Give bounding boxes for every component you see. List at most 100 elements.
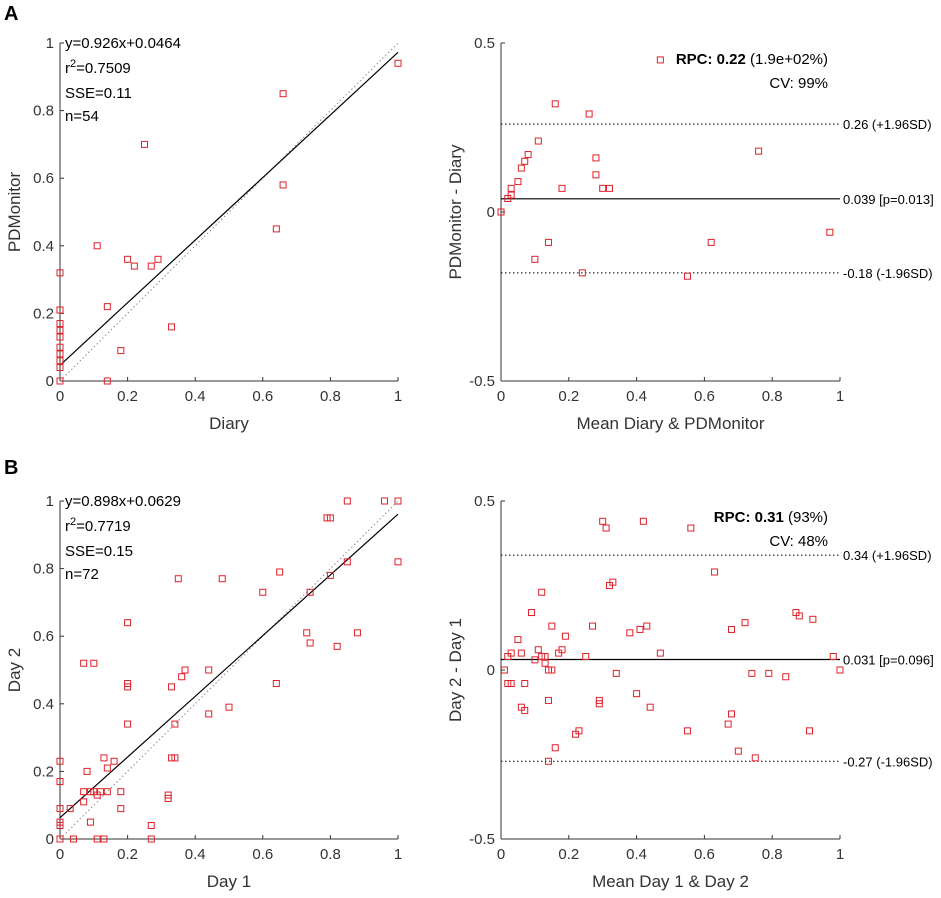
b-ba-point xyxy=(531,656,539,664)
a-scatter-point xyxy=(56,326,64,334)
a-ba-point xyxy=(707,238,715,246)
b-scatter-x-tick-label: 1 xyxy=(394,846,402,863)
b-ba-point xyxy=(602,524,610,532)
b-ba-x-tick-label: 0.8 xyxy=(762,846,783,863)
b-ba-point xyxy=(528,609,536,617)
b-ba-lower-loa-label: -0.27 (-1.96SD) xyxy=(843,754,933,769)
b-scatter-point xyxy=(117,788,125,796)
b-scatter-point xyxy=(164,791,172,799)
b-ba-point xyxy=(609,578,617,586)
a-fit-equation: y=0.926x+0.0464 xyxy=(65,35,181,52)
charts-layer: 0 0.2 0.4 0.6 0.8 1 0 0.2 0.4 0.6 0.8 1 Diary PDMonit… xyxy=(5,35,934,891)
b-ba-x-tick-label: 0 xyxy=(497,846,505,863)
b-scatter-point xyxy=(171,754,179,762)
b-scatter-point xyxy=(394,558,402,566)
a-scatter-y-label: PDMonitor xyxy=(5,172,24,253)
b-rpc: RPC: 0.31 (93%) xyxy=(714,509,828,526)
b-scatter-fit-line xyxy=(59,513,399,819)
panel-label-b: B xyxy=(4,457,18,479)
a-scatter-point xyxy=(56,306,64,314)
a-ba-point xyxy=(605,184,613,192)
b-scatter-point xyxy=(56,805,64,813)
a-ba-point xyxy=(578,269,586,277)
b-ba-point xyxy=(534,646,542,654)
b-ba-point xyxy=(595,696,603,704)
a-scatter-point xyxy=(272,225,280,233)
a-rpc-pct: (1.9e+02%) xyxy=(746,51,828,68)
b-ba-point xyxy=(551,744,559,752)
a-ba-point xyxy=(592,154,600,162)
b-ba-point xyxy=(538,588,546,596)
a-ba-point xyxy=(534,137,542,145)
a-scatter-point xyxy=(154,255,162,263)
b-scatter-annotations: y=0.898x+0.0629 r2=0.7719 SSE=0.15 n=72 xyxy=(65,493,181,583)
b-scatter-y-tick-label: 0.2 xyxy=(33,763,54,780)
a-ba-upper-loa-label: 0.26 (+1.96SD) xyxy=(843,117,932,132)
b-scatter-point xyxy=(103,788,111,796)
a-scatter-point xyxy=(56,333,64,341)
a-ba-point xyxy=(507,184,515,192)
b-scatter-point xyxy=(205,666,213,674)
b-ba-point xyxy=(541,659,549,667)
a-scatter-y-tick-label: 1 xyxy=(46,35,54,52)
a-ba-point xyxy=(517,164,525,172)
a-scatter-point xyxy=(56,363,64,371)
a-r2-value: =0.7509 xyxy=(76,60,131,77)
b-ba-point xyxy=(724,720,732,728)
b-scatter-chart: 0 0.2 0.4 0.6 0.8 1 0 0.2 0.4 0.6 0.8 1 Day 1 Day 2 xyxy=(5,493,402,891)
b-ba-point xyxy=(521,707,529,715)
a-ba-stats: RPC: 0.22 (1.9e+02%) CV: 99% xyxy=(676,51,828,92)
b-ba-point xyxy=(836,666,844,674)
b-sse: SSE=0.15 xyxy=(65,543,133,560)
b-scatter-point xyxy=(97,788,105,796)
b-scatter-point xyxy=(124,680,132,688)
b-scatter-point xyxy=(380,497,388,505)
a-ba-point xyxy=(683,272,691,280)
b-ba-x-tick-label: 0.2 xyxy=(558,846,579,863)
b-n: n=72 xyxy=(65,566,99,583)
b-scatter-point xyxy=(147,821,155,829)
b-scatter-point xyxy=(103,764,111,772)
b-scatter-point xyxy=(90,659,98,667)
a-ba-y-label: PDMonitor - Diary xyxy=(446,144,465,280)
b-ba-point xyxy=(711,568,719,576)
b-scatter-point xyxy=(80,788,88,796)
a-scatter-point xyxy=(394,59,402,67)
b-ba-point xyxy=(765,669,773,677)
a-r-squared: r2=0.7509 xyxy=(65,58,131,77)
a-ba-point xyxy=(531,255,539,263)
b-scatter-point xyxy=(86,818,94,826)
b-scatter-point xyxy=(56,818,64,826)
a-scatter-x-tick-label: 0.6 xyxy=(252,388,273,405)
a-scatter-x-tick-label: 0.2 xyxy=(117,388,138,405)
b-scatter-point xyxy=(70,835,78,843)
a-ba-point xyxy=(514,178,522,186)
a-ba-point xyxy=(558,184,566,192)
b-ba-point xyxy=(599,517,607,525)
a-ba-x-label: Mean Diary & PDMonitor xyxy=(576,414,764,433)
a-rpc-label: RPC: 0.22 xyxy=(676,51,746,68)
b-scatter-point xyxy=(100,835,108,843)
a-ba-x-tick-label: 0.8 xyxy=(762,388,783,405)
b-r2-prefix: r xyxy=(65,518,70,535)
a-r2-sup: 2 xyxy=(70,58,76,70)
a-ba-point xyxy=(551,100,559,108)
b-ba-point xyxy=(805,727,813,735)
b-ba-point xyxy=(507,649,515,657)
a-cv: CV: 99% xyxy=(769,75,828,92)
b-scatter-point xyxy=(181,666,189,674)
b-ba-point xyxy=(589,622,597,630)
b-ba-mean-label: 0.031 [p=0.096] xyxy=(843,653,934,668)
b-scatter-point xyxy=(110,757,118,765)
b-ba-x-label: Mean Day 1 & Day 2 xyxy=(592,872,749,891)
b-ba-point xyxy=(558,646,566,654)
b-ba-point xyxy=(734,747,742,755)
b-r2-value: =0.7719 xyxy=(76,518,131,535)
b-scatter-point xyxy=(117,805,125,813)
a-ba-x-tick-label: 1 xyxy=(836,388,844,405)
b-ba-y-tick-label: 0 xyxy=(487,662,495,679)
b-ba-y-label: Day 2 - Day 1 xyxy=(446,618,465,722)
a-rpc: RPC: 0.22 (1.9e+02%) xyxy=(676,51,828,68)
b-ba-point xyxy=(548,666,556,674)
a-ba-point xyxy=(599,184,607,192)
